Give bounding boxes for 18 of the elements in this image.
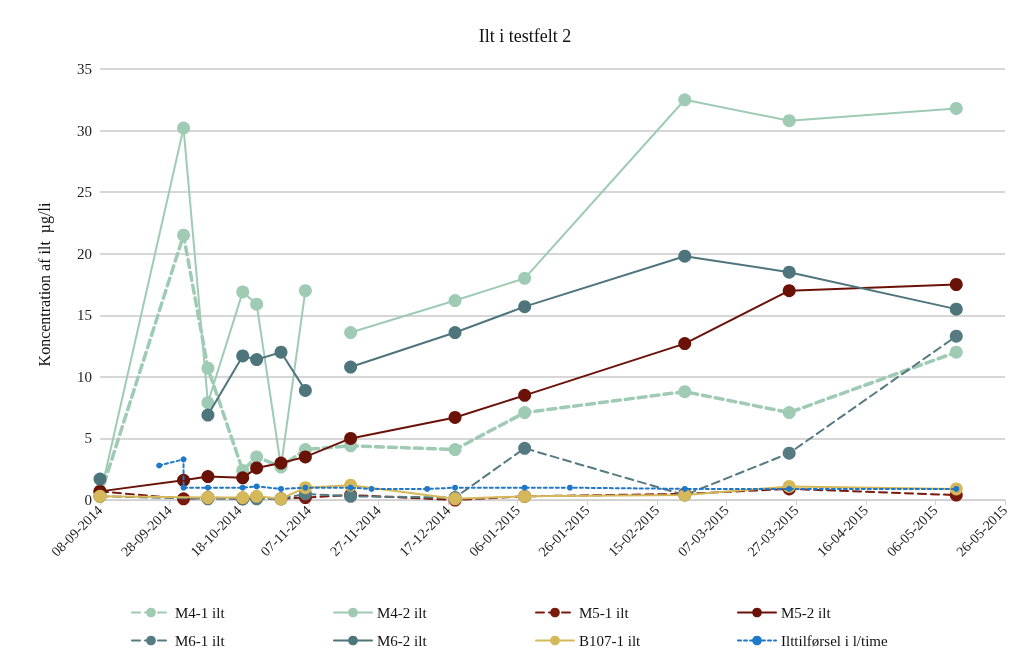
legend-label: M4-2 ilt [377, 604, 428, 621]
y-tick-label: 25 [77, 184, 92, 201]
legend-label: M5-2 ilt [781, 604, 832, 621]
y-tick-label: 20 [77, 245, 92, 262]
y-tick-label: 5 [84, 430, 92, 447]
legend-label: M6-1 ilt [175, 632, 226, 649]
legend-label: M6-2 ilt [377, 632, 428, 649]
y-tick-label: 10 [77, 368, 92, 385]
y-tick-label: 35 [77, 61, 92, 77]
legend-label: Ilttilførsel i l/time [781, 632, 888, 649]
legend-label: M4-1 ilt [175, 604, 226, 621]
chart-title: Ilt i testfelt 2 [478, 26, 572, 46]
y-tick-label: 15 [77, 307, 92, 324]
y-tick-label: 0 [84, 492, 92, 508]
legend-label: B107-1 ilt [579, 632, 642, 649]
y-tick-label: 30 [77, 122, 92, 139]
legend-label: M5-1 ilt [579, 604, 630, 621]
y-axis-title: Koncentration af ilt µg/li [35, 202, 54, 367]
